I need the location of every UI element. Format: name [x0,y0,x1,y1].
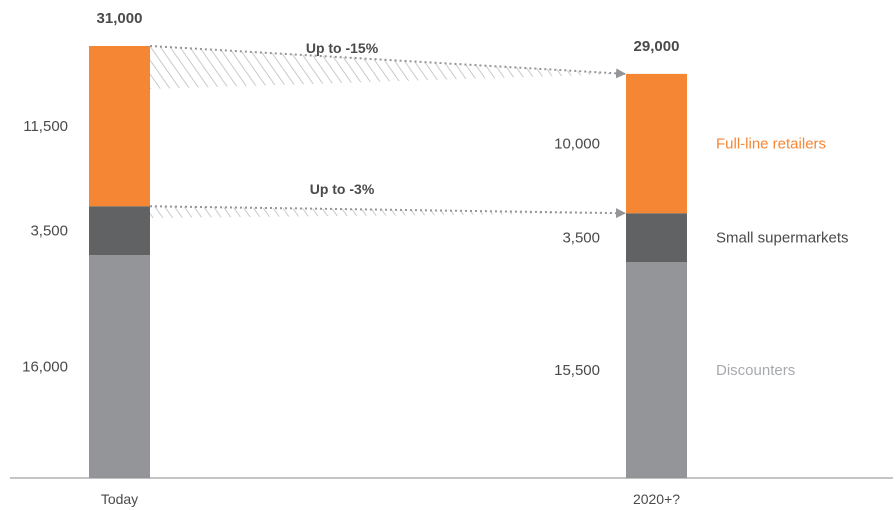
value-label-full-line-retailers-today: 11,500 [23,118,68,135]
change-arrow-small-supermarkets [149,205,626,219]
change-wedge-full-line-retailers [150,46,626,89]
value-label-small-supermarkets-today: 3,500 [30,223,68,240]
change-annotation-small-supermarkets: Up to -3% [310,181,375,197]
bar-full-line-retailers-2020 [626,73,687,214]
category-label-2020: 2020+? [633,491,680,507]
value-label-discounters-today: 16,000 [22,359,68,376]
bar-small-supermarkets-2020 [626,213,687,262]
change-wedge-small-supermarkets [150,206,626,218]
bar-full-line-retailers-today [89,46,150,207]
change-annotation-full-line-retailers: Up to -15% [306,40,379,56]
value-label-small-supermarkets-2020: 3,500 [562,230,600,247]
bar-small-supermarkets-today [89,206,150,256]
total-label-today: 31,000 [97,10,143,27]
value-label-discounters-2020: 15,500 [554,362,600,379]
change-arrow-full-line-retailers [149,45,626,79]
value-label-full-line-retailers-2020: 10,000 [554,136,600,153]
category-label-today: Today [101,491,138,507]
legend-discounters: Discounters [716,362,795,379]
total-label-2020: 29,000 [634,38,680,55]
bar-discounters-today [89,255,150,478]
legend-small-supermarkets: Small supermarkets [716,230,849,247]
bar-discounters-2020 [626,262,687,478]
legend-full-line-retailers: Full-line retailers [716,136,826,153]
